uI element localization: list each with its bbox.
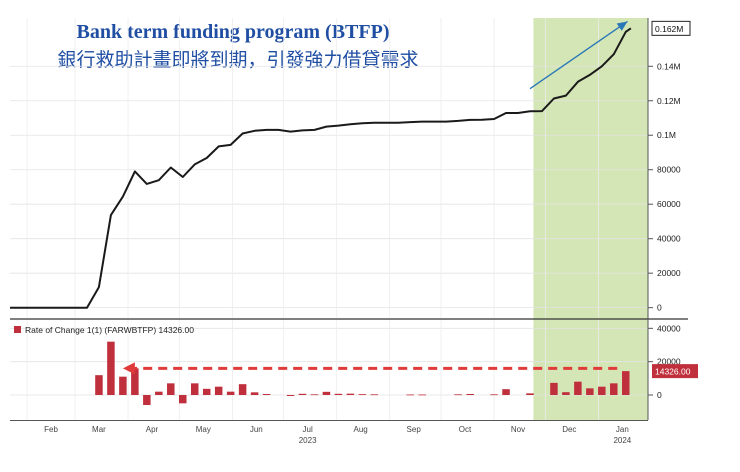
legend-swatch	[14, 326, 21, 333]
x-tick-label: Jan	[616, 425, 629, 434]
bar	[406, 394, 414, 396]
bar	[502, 389, 510, 395]
x-tick-label: May	[196, 425, 211, 434]
bar	[622, 371, 630, 395]
bar	[226, 391, 235, 395]
bar	[179, 395, 187, 404]
last-value-label: 0.162M	[655, 24, 683, 34]
y-tick-label: 60000	[657, 199, 681, 209]
bar	[526, 393, 534, 395]
x-tick-label: Oct	[459, 425, 472, 434]
y-tick-label: 0	[657, 390, 662, 400]
bar	[119, 376, 127, 395]
bar	[143, 395, 151, 405]
legend-label: Rate of Change 1(1) (FARWBTFP) 14326.00	[25, 325, 194, 335]
dashed-arrow-head	[122, 362, 135, 375]
chart-subtitle: 銀行救助計畫即將到期，引發強力借貸需求	[57, 49, 418, 71]
y-tick-label: 0.1M	[657, 130, 676, 140]
bar	[262, 394, 271, 395]
bar	[214, 386, 223, 395]
y-tick-label: 40000	[657, 234, 681, 244]
trend-arrow-shaft	[529, 20, 628, 90]
bar	[358, 394, 367, 395]
bar	[238, 384, 247, 395]
bar	[95, 375, 103, 395]
y-tick-label: 80000	[657, 165, 681, 175]
last-value-tag	[651, 20, 691, 36]
x-tick-label: Jul	[303, 425, 313, 434]
bar	[131, 368, 139, 395]
bar	[190, 383, 199, 395]
bar	[298, 393, 307, 395]
bar	[466, 394, 474, 395]
bar	[550, 382, 558, 395]
bar	[370, 394, 379, 396]
bar	[250, 392, 259, 395]
trend-arrow-head	[616, 21, 628, 31]
bar	[562, 392, 570, 395]
x-year-label: 2024	[613, 436, 631, 445]
y-tick-label: 0.14M	[657, 61, 681, 71]
bar	[346, 393, 355, 395]
y-tick-label: 20000	[657, 357, 681, 367]
x-tick-label: Apr	[146, 425, 159, 434]
bar	[155, 391, 163, 395]
bar	[418, 394, 426, 396]
x-tick-label: Feb	[44, 425, 58, 434]
bar	[454, 394, 462, 396]
bar	[610, 383, 618, 395]
bar-last-value-label: 14326.00	[655, 367, 691, 377]
bar	[202, 388, 211, 395]
y-tick-label: 40000	[657, 323, 681, 333]
bar	[334, 393, 343, 395]
bar	[322, 391, 331, 395]
bar-last-value-tag	[652, 364, 698, 379]
bar	[286, 395, 295, 396]
y-tick-label: 0	[657, 303, 662, 313]
y-tick-label: 0.12M	[657, 96, 681, 106]
x-tick-label: Nov	[511, 425, 525, 434]
y-tick-label: 20000	[657, 268, 681, 278]
x-tick-label: Mar	[92, 425, 106, 434]
series-line-btfp	[10, 27, 632, 309]
bar	[310, 394, 319, 396]
bar	[598, 386, 606, 395]
chart-title: Bank term funding program (BTFP)	[77, 21, 390, 43]
bar	[586, 388, 594, 395]
x-tick-label: Jun	[250, 425, 263, 434]
x-tick-label: Sep	[407, 425, 422, 434]
bar	[167, 383, 175, 395]
bar	[490, 394, 498, 396]
bar	[574, 381, 582, 395]
bar	[107, 341, 115, 395]
x-tick-label: Dec	[562, 425, 576, 434]
highlight-band	[533, 18, 648, 420]
x-tick-label: Aug	[354, 425, 368, 434]
x-year-label: 2023	[299, 436, 317, 445]
